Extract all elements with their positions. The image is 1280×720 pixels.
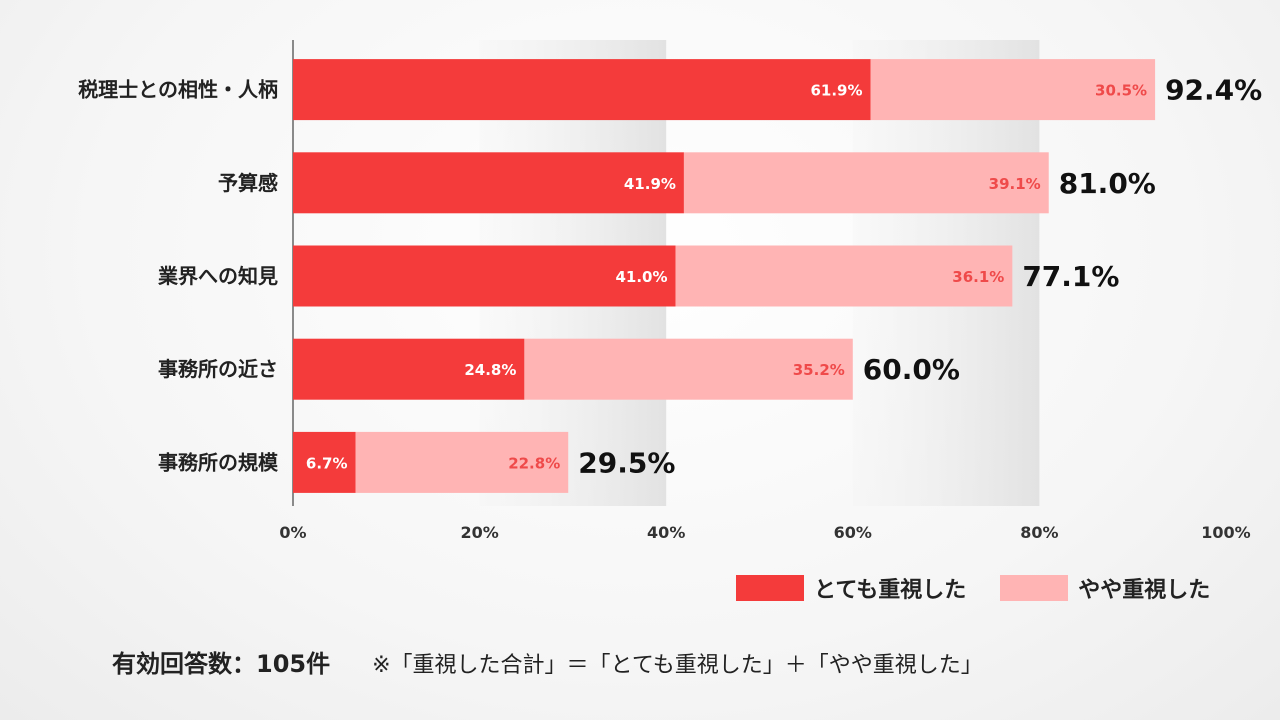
x-tick-label: 60%: [834, 523, 872, 542]
data-label-mild: 22.8%: [508, 454, 560, 472]
data-label-strong: 24.8%: [464, 361, 516, 379]
x-tick-label: 0%: [279, 523, 306, 542]
x-tick-label: 40%: [647, 523, 685, 542]
x-tick-label: 100%: [1201, 523, 1250, 542]
data-label-strong: 6.7%: [306, 454, 348, 472]
bar-mild: [683, 152, 1049, 214]
data-label-strong: 41.0%: [615, 268, 667, 286]
legend-label-strong: とても重視した: [814, 578, 967, 603]
data-label-strong: 61.9%: [810, 82, 862, 100]
footer: 有効回答数：105件 ※「重視した合計」＝「とても重視した」＋「やや重視した」: [112, 644, 983, 679]
category-label: 業界への知見: [158, 264, 278, 288]
legend: とても重視した やや重視した: [736, 572, 1244, 604]
bar-mild: [870, 59, 1156, 121]
bar-strong: [293, 152, 684, 214]
total-label: 81.0%: [1059, 167, 1156, 200]
x-tick-label: 20%: [460, 523, 498, 542]
bar-mild: [524, 338, 853, 400]
bar-mild: [355, 431, 569, 493]
bar-strong: [293, 338, 525, 400]
response-count: 有効回答数：105件: [112, 650, 331, 678]
data-label-mild: 39.1%: [989, 175, 1041, 193]
total-label: 92.4%: [1165, 74, 1262, 107]
category-label: 税理士との相性・人柄: [78, 78, 278, 102]
total-label: 29.5%: [578, 446, 675, 479]
stacked-bar-chart: 0% 20% 40% 60% 80% 100% 税理士との相性・人柄 61.9% 30.5% 92…: [78, 40, 1262, 542]
bar-mild: [675, 245, 1013, 307]
total-label: 60.0%: [863, 353, 960, 386]
category-label: 予算感: [218, 171, 278, 195]
total-label: 77.1%: [1022, 260, 1119, 293]
data-label-mild: 35.2%: [793, 361, 845, 379]
legend-label-mild: やや重視した: [1078, 578, 1211, 603]
data-label-mild: 36.1%: [952, 268, 1004, 286]
category-label: 事務所の規模: [158, 450, 279, 474]
bar-strong: [293, 59, 871, 121]
x-tick-label: 80%: [1020, 523, 1058, 542]
bar-strong: [293, 431, 356, 493]
legend-swatch-strong: [736, 575, 804, 601]
category-label: 事務所の近さ: [158, 357, 278, 381]
data-label-strong: 41.9%: [624, 175, 676, 193]
footnote: ※「重視した合計」＝「とても重視した」＋「やや重視した」: [372, 653, 983, 678]
legend-item-strong: とても重視した: [736, 572, 966, 604]
legend-item-mild: やや重視した: [1000, 572, 1210, 604]
legend-swatch-mild: [1000, 575, 1069, 601]
data-label-mild: 30.5%: [1095, 82, 1147, 100]
bar-strong: [293, 245, 676, 307]
